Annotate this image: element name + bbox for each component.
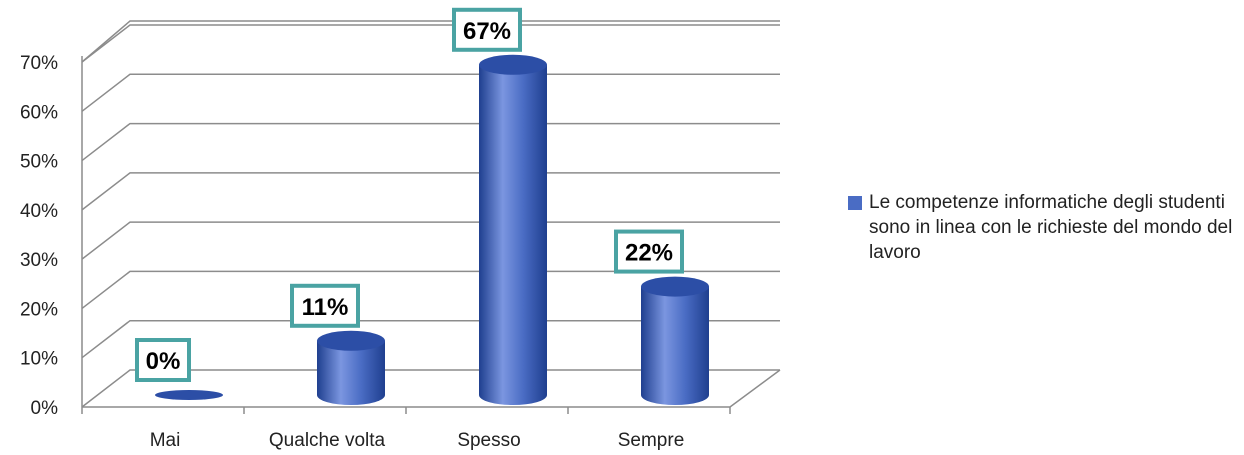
gridline [81,20,780,63]
bar [317,330,385,405]
data-label: 11% [290,283,360,328]
svg-text:22%: 22% [625,240,673,267]
y-axis-ticks: 0% 10% 20% 30% 40% 50% 60% 70% [20,53,58,419]
bar-chart: 0% 10% 20% 30% 40% 50% 60% 70% Mai Qualche volta… [20,7,781,451]
y-tick-label: 20% [20,299,58,320]
data-label: 67% [452,7,522,52]
gridline [81,369,780,408]
x-axis-categories: Mai Qualche volta Spesso Sempre [150,430,685,451]
gridline [81,319,780,359]
svg-text:0%: 0% [146,348,181,375]
gridline [81,172,780,211]
legend: Le competenze informatiche degli student… [848,190,1240,265]
x-category-label: Sempre [618,430,685,451]
data-label: 22% [614,229,684,274]
y-tick-label: 10% [20,349,58,370]
data-label: 0% [135,338,191,382]
y-tick-label: 60% [20,102,58,123]
gridline [81,221,780,260]
y-tick-label: 40% [20,201,58,222]
y-tick-label: 70% [20,53,58,74]
bar [641,276,709,405]
x-category-label: Spesso [457,430,520,451]
legend-swatch [848,196,862,210]
gridline [81,270,780,310]
gridlines [81,20,781,414]
y-tick-label: 30% [20,250,58,271]
x-category-label: Qualche volta [269,430,386,451]
gridline [81,24,780,63]
y-tick-label: 0% [31,398,59,419]
svg-text:67%: 67% [463,18,511,45]
gridline [81,122,780,162]
gridline [81,73,780,112]
x-category-label: Mai [150,430,181,451]
y-tick-label: 50% [20,152,58,173]
bars [155,54,709,406]
bar [479,54,547,406]
data-labels: 0% 11% 67% 22% [135,7,684,382]
svg-text:11%: 11% [302,294,349,321]
legend-label: Le competenze informatiche degli student… [869,192,1233,263]
bar [155,390,223,400]
